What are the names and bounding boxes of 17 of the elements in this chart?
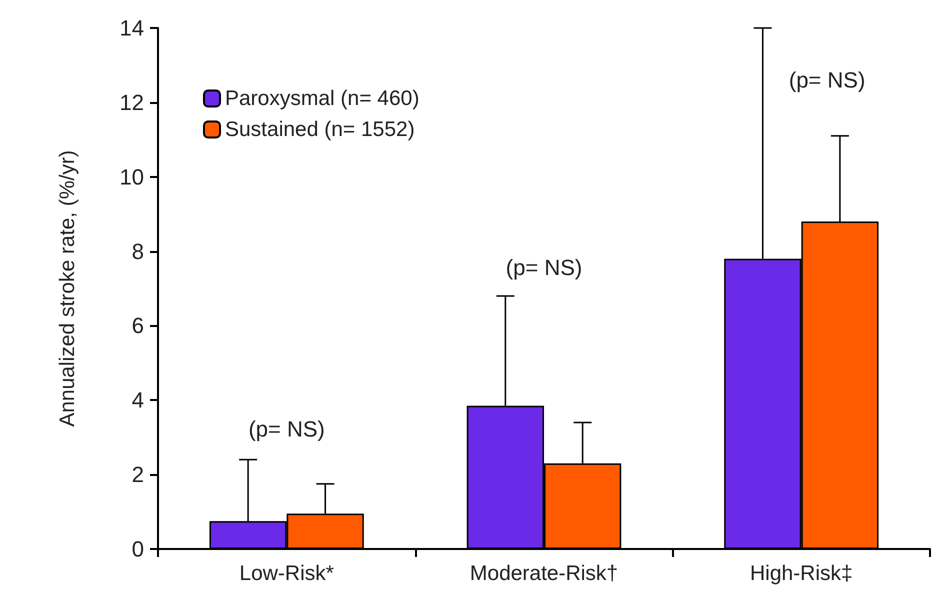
x-tick-label: High-Risk‡	[750, 562, 853, 585]
y-tick-label: 2	[132, 462, 144, 488]
annotation: (p= NS)	[788, 68, 866, 93]
x-tick-label: Low-Risk*	[239, 562, 334, 585]
y-tick-label: 4	[132, 388, 144, 413]
y-tick-label: 12	[120, 90, 144, 115]
y-axis-title: Annualized stroke rate, (%/yr)	[56, 150, 79, 427]
y-tick-label: 0	[132, 536, 144, 562]
y-tick-label: 6	[132, 313, 144, 338]
y-tick-label: 8	[132, 238, 144, 264]
y-tick-label: 14	[120, 16, 144, 40]
y-tick-label: 10	[120, 164, 144, 190]
legend-label: Paroxysmal (n= 460)	[225, 87, 420, 110]
legend-label: Sustained (n= 1552)	[225, 118, 415, 141]
annotation: (p= NS)	[506, 255, 582, 280]
annotation: (p= NS)	[248, 416, 325, 442]
x-tick-label: Moderate-Risk†	[470, 562, 618, 585]
